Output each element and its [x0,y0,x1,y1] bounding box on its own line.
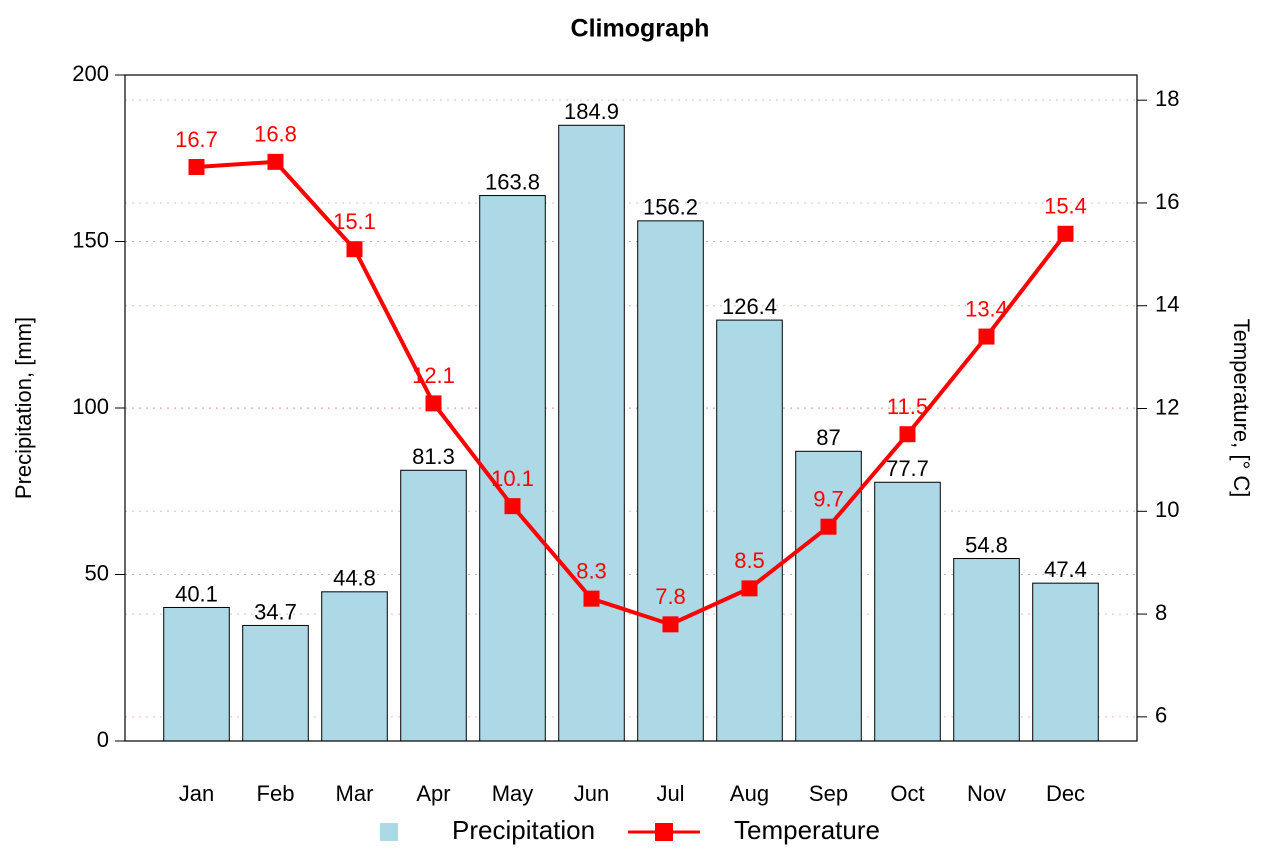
x-tick-label: Nov [967,781,1006,806]
y2-tick-label: 14 [1155,292,1179,317]
point [662,616,679,633]
point-value-label: 8.5 [734,548,765,573]
bar-value-label: 126.4 [722,294,777,319]
point-value-label: 10.1 [491,466,534,491]
bar-value-label: 156.2 [643,195,698,220]
x-tick-label: Sep [809,781,848,806]
bar [558,124,625,742]
y2-tick-label: 12 [1155,394,1179,419]
bar-value-label: 47.4 [1044,557,1087,582]
x-tick-label: Feb [257,781,295,806]
y-tick-label: 100 [72,394,109,419]
point [978,328,995,345]
legend-swatch [655,823,673,841]
point-value-label: 16.7 [175,127,218,152]
point-value-label: 15.4 [1044,194,1087,219]
legend-swatch [380,823,398,841]
y2-tick-label: 6 [1155,703,1167,728]
bar [400,469,467,742]
plot-frame [124,74,1138,742]
point-value-label: 15.1 [333,209,376,234]
y-tick-label: 200 [72,61,109,86]
bar [953,558,1020,742]
chart-title: Climograph [571,15,710,43]
bar-value-label: 44.8 [333,566,376,591]
point [188,158,205,175]
x-tick-label: Apr [416,781,450,806]
bar [479,195,546,742]
x-tick-label: Dec [1046,781,1085,806]
x-tick-label: Jul [656,781,684,806]
y2-axis-title: Temperature, [° C] [1229,319,1254,498]
x-tick-label: Mar [336,781,374,806]
bar [1032,582,1099,742]
point-value-label: 13.4 [965,296,1008,321]
bar-value-label: 77.7 [886,456,929,481]
y-axis-title: Precipitation, [mm] [11,317,36,499]
y2-tick-label: 10 [1155,497,1179,522]
x-tick-label: Jan [179,781,214,806]
line [196,159,1068,627]
y2-tick-label: 18 [1155,86,1179,111]
bar [637,220,704,742]
point-value-label: 9.7 [813,487,844,512]
bar [716,319,783,742]
y2-tick-label: 8 [1155,600,1167,625]
point [504,498,521,515]
point-value-label: 11.5 [887,394,928,419]
bar-value-label: 87 [816,425,840,450]
x-tick-label: Aug [730,781,769,806]
point [267,153,284,170]
point [346,241,363,258]
x-tick-label: May [492,781,534,806]
bar-value-label: 34.7 [254,599,297,624]
bar [321,591,388,742]
bar-value-label: 40.1 [175,581,218,606]
legend-label: Temperature [734,815,880,845]
point [820,518,837,535]
bar [242,624,309,742]
point-value-label: 12.1 [412,363,455,388]
y-tick-label: 0 [97,727,109,752]
point [425,395,442,412]
bar [874,481,941,742]
y-tick-label: 150 [72,227,109,252]
bar-value-label: 184.9 [564,99,619,124]
legend-label: Precipitation [452,815,595,845]
point [583,590,600,607]
bar-value-label: 163.8 [485,169,540,194]
x-tick-label: Oct [890,781,924,806]
point [741,580,758,597]
y2-tick-label: 16 [1155,189,1179,214]
point-value-label: 8.3 [576,558,607,583]
x-tick-label: Jun [574,781,609,806]
point [899,426,916,443]
y-tick-label: 50 [85,560,109,585]
bar-value-label: 81.3 [412,444,455,469]
point-value-label: 7.8 [655,584,686,609]
point-value-label: 16.8 [254,122,297,147]
bar-value-label: 54.8 [965,532,1008,557]
bar [163,606,230,742]
point [1057,225,1074,242]
